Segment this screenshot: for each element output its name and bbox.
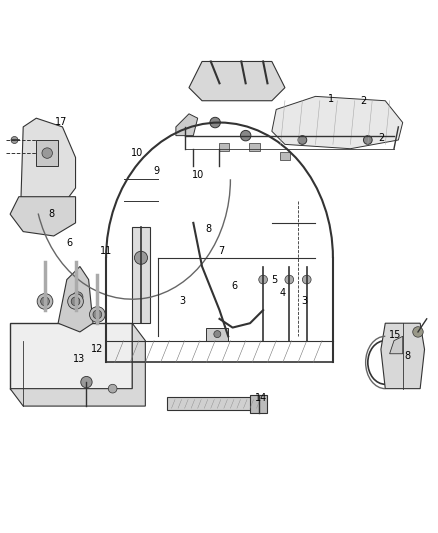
Polygon shape: [206, 328, 228, 341]
Circle shape: [72, 292, 83, 302]
Circle shape: [258, 275, 267, 284]
Circle shape: [297, 135, 306, 144]
Circle shape: [41, 297, 49, 306]
Text: 6: 6: [231, 281, 237, 291]
Text: 10: 10: [191, 170, 203, 180]
Text: 8: 8: [403, 351, 409, 361]
Circle shape: [209, 117, 220, 128]
FancyBboxPatch shape: [132, 227, 149, 323]
Text: 17: 17: [55, 117, 67, 127]
FancyBboxPatch shape: [250, 395, 267, 413]
Polygon shape: [176, 114, 197, 135]
Text: 1: 1: [327, 94, 333, 103]
Polygon shape: [380, 323, 424, 389]
FancyBboxPatch shape: [36, 140, 58, 166]
Polygon shape: [10, 323, 132, 389]
Polygon shape: [271, 96, 402, 149]
Circle shape: [81, 376, 92, 388]
Circle shape: [412, 327, 422, 337]
Text: 9: 9: [153, 166, 159, 175]
Text: 12: 12: [91, 344, 103, 354]
Circle shape: [240, 131, 251, 141]
Text: 6: 6: [66, 238, 72, 247]
Text: 10: 10: [130, 148, 142, 158]
Circle shape: [67, 294, 83, 309]
Text: 2: 2: [377, 133, 383, 143]
Text: 3: 3: [179, 296, 185, 306]
Circle shape: [213, 330, 220, 337]
Circle shape: [71, 297, 80, 306]
Circle shape: [284, 275, 293, 284]
Polygon shape: [389, 336, 402, 354]
Text: 11: 11: [100, 246, 112, 256]
Text: 14: 14: [254, 393, 266, 403]
Text: 13: 13: [73, 354, 85, 364]
Circle shape: [11, 136, 18, 143]
FancyBboxPatch shape: [279, 152, 290, 159]
Polygon shape: [10, 197, 75, 236]
Polygon shape: [58, 266, 93, 332]
Circle shape: [108, 384, 117, 393]
Circle shape: [93, 310, 102, 319]
Polygon shape: [167, 398, 262, 410]
Circle shape: [42, 148, 52, 158]
Polygon shape: [10, 323, 145, 406]
Circle shape: [302, 275, 311, 284]
FancyBboxPatch shape: [218, 143, 229, 151]
FancyBboxPatch shape: [249, 143, 259, 151]
Text: 15: 15: [388, 330, 401, 341]
Text: 8: 8: [48, 209, 54, 219]
Circle shape: [89, 306, 105, 322]
Text: 7: 7: [218, 246, 224, 256]
Polygon shape: [21, 118, 75, 210]
Circle shape: [134, 251, 147, 264]
Circle shape: [37, 294, 53, 309]
Text: 4: 4: [279, 288, 285, 297]
Polygon shape: [188, 61, 284, 101]
Text: 2: 2: [360, 96, 366, 106]
Text: 5: 5: [270, 274, 276, 285]
Text: 3: 3: [301, 296, 307, 306]
Circle shape: [363, 135, 371, 144]
Text: 8: 8: [205, 224, 211, 235]
